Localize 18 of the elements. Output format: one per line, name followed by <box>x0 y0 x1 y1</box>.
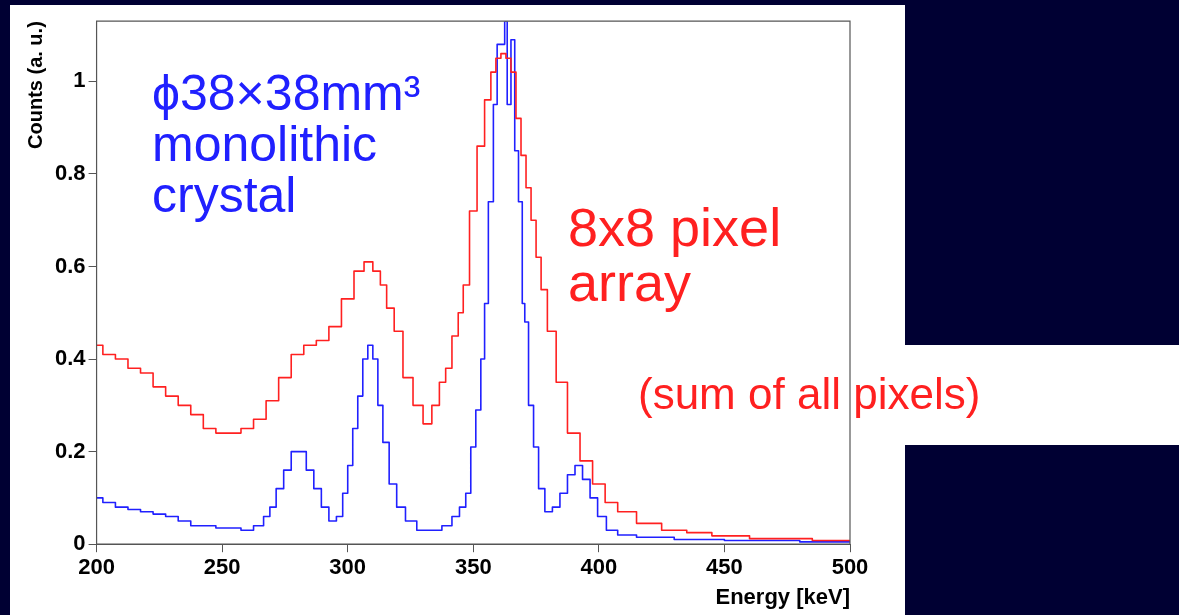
x-tick-label: 250 <box>203 554 241 580</box>
series-label: 8x8 pixel array <box>568 197 783 315</box>
x-tick-label: 300 <box>329 554 367 580</box>
x-tick-label: 350 <box>454 554 492 580</box>
y-tick-label: 0.2 <box>54 437 86 463</box>
x-axis-title: Energy [keV] <box>715 583 850 609</box>
series-label: ϕ38×38mm³ monolithic crystal <box>152 65 422 223</box>
y-axis-title: Counts (a. u.) <box>23 21 46 149</box>
annotation: (sum of all pixels) <box>638 369 981 419</box>
y-tick-label: 0 <box>73 530 86 556</box>
y-tick-label: 0.4 <box>54 345 87 371</box>
y-tick-label: 0.8 <box>54 160 86 185</box>
y-tick-label: 0.6 <box>54 252 86 278</box>
x-tick-label: 200 <box>78 554 115 580</box>
x-tick-label: 400 <box>580 554 618 580</box>
y-tick-label: 1 <box>73 67 86 93</box>
x-tick-label: 500 <box>831 554 869 580</box>
x-tick-label: 450 <box>706 554 743 580</box>
